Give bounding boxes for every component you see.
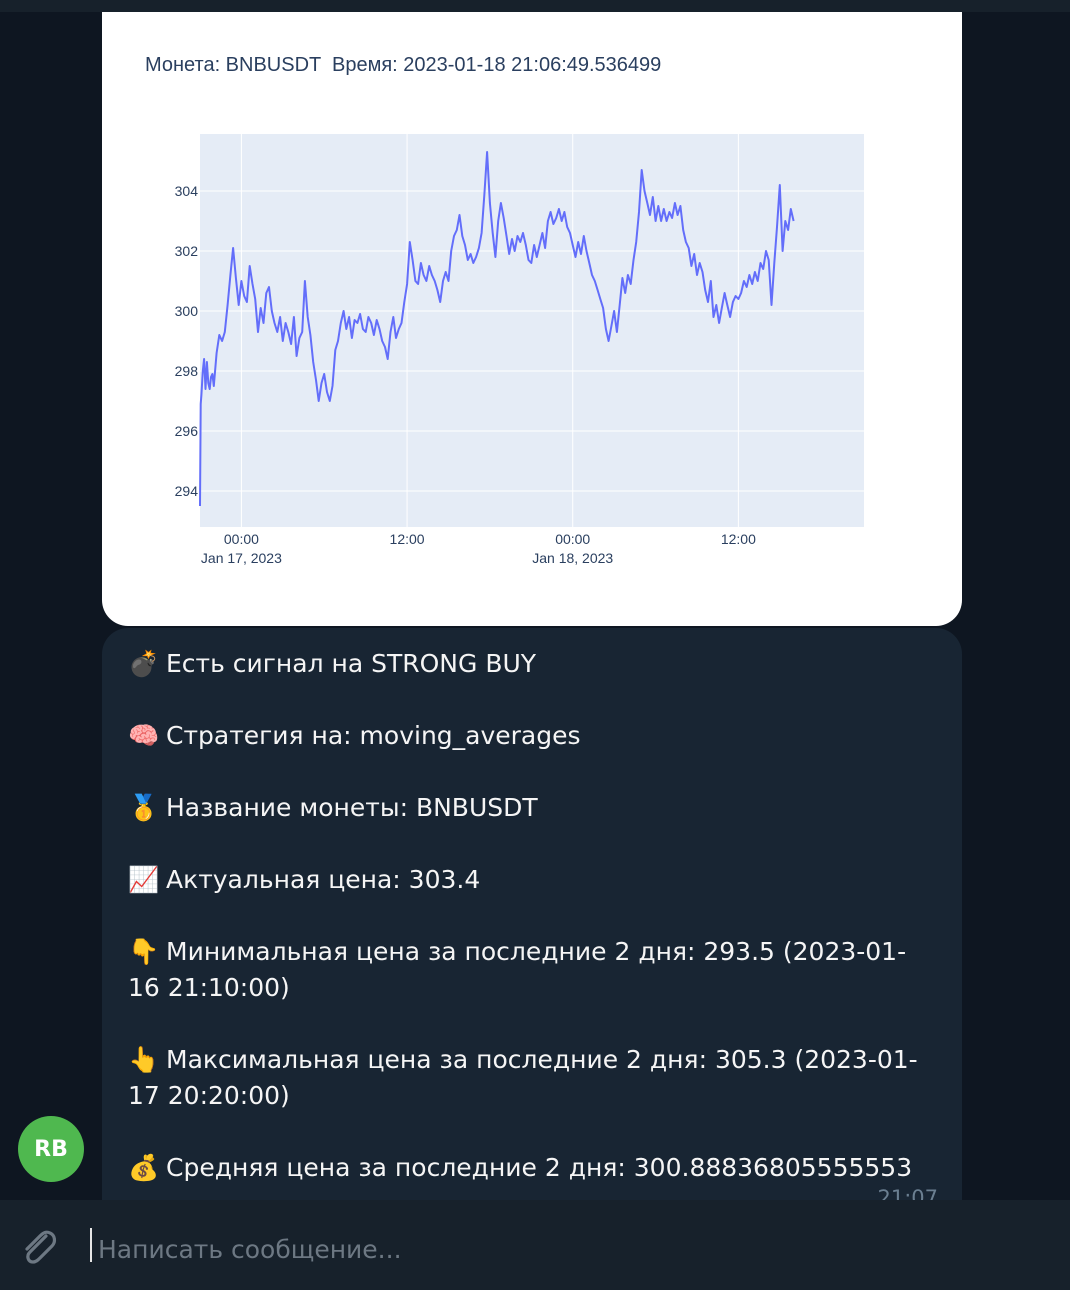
message-line-min-price: 👇 Минимальная цена за последние 2 дня: 29… xyxy=(128,934,928,1006)
x-tick-date-label: Jan 17, 2023 xyxy=(201,550,282,566)
top-bar xyxy=(0,0,1070,12)
price-series-line xyxy=(199,151,795,507)
paperclip-icon[interactable] xyxy=(16,1222,60,1270)
message-input[interactable] xyxy=(96,1228,1000,1270)
medal-icon: 🥇 xyxy=(128,793,160,822)
chart-increasing-icon: 📈 xyxy=(128,865,160,894)
y-tick-label: 300 xyxy=(175,303,199,319)
pointing-down-icon: 👇 xyxy=(128,937,160,966)
max-price-text: Максимальная цена за последние 2 дня: 30… xyxy=(128,1045,918,1110)
bomb-icon: 💣 xyxy=(128,649,160,678)
x-tick-label: 12:00 xyxy=(721,531,756,547)
message-line-strategy: 🧠 Стратегия на: moving_averages xyxy=(128,718,928,754)
chart-title: Монета: BNBUSDT Время: 2023-01-18 21:06:… xyxy=(145,54,662,76)
current-price-text: Актуальная цена: 303.4 xyxy=(166,865,481,894)
message-line-avg-price: 💰 Средняя цена за последние 2 дня: 300.88… xyxy=(128,1150,928,1186)
y-tick-label: 294 xyxy=(175,483,199,499)
money-bag-icon: 💰 xyxy=(128,1153,160,1182)
message-line-coin: 🥇 Название монеты: BNBUSDT xyxy=(128,790,928,826)
price-line-chart: 294 296 298 300 302 304 00:00 Jan 17, 2023 12:00… xyxy=(175,134,864,566)
y-tick-label: 298 xyxy=(175,363,199,379)
y-tick-label: 302 xyxy=(175,243,199,259)
message-line-signal: 💣 Есть сигнал на STRONG BUY xyxy=(128,646,928,682)
avg-price-text: Средняя цена за последние 2 дня: 300.888… xyxy=(166,1153,913,1182)
message-composer xyxy=(0,1200,1070,1290)
x-tick-label: 00:00 xyxy=(224,531,259,547)
plot-area xyxy=(200,134,864,527)
brain-icon: 🧠 xyxy=(128,721,160,750)
text-cursor xyxy=(90,1228,92,1262)
message-line-current-price: 📈 Актуальная цена: 303.4 xyxy=(128,862,928,898)
chart-image-message[interactable]: Монета: BNBUSDT Время: 2023-01-18 21:06:… xyxy=(102,12,962,626)
y-tick-label: 304 xyxy=(175,183,199,199)
coin-text: Название монеты: BNBUSDT xyxy=(166,793,538,822)
x-tick-label: 00:00 xyxy=(555,531,590,547)
signal-message-bubble[interactable]: 💣 Есть сигнал на STRONG BUY 🧠 Стратегия на… xyxy=(102,628,962,1228)
avatar[interactable]: RB xyxy=(18,1116,84,1182)
strategy-text: Стратегия на: moving_averages xyxy=(166,721,581,750)
pointing-up-icon: 👆 xyxy=(128,1045,160,1074)
min-price-text: Минимальная цена за последние 2 дня: 293… xyxy=(128,937,907,1002)
message-line-max-price: 👆 Максимальная цена за последние 2 дня: 3… xyxy=(128,1042,928,1114)
y-tick-label: 296 xyxy=(175,423,199,439)
signal-text: Есть сигнал на STRONG BUY xyxy=(166,649,537,678)
x-tick-date-label: Jan 18, 2023 xyxy=(532,550,613,566)
x-tick-label: 12:00 xyxy=(390,531,425,547)
